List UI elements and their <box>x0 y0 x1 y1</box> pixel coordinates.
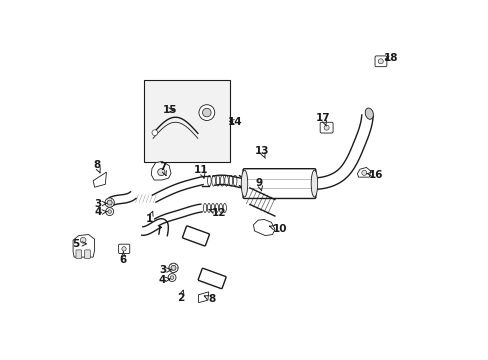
Text: 13: 13 <box>254 145 268 158</box>
Text: 2: 2 <box>177 290 184 303</box>
Polygon shape <box>151 161 171 180</box>
Circle shape <box>168 263 178 273</box>
Polygon shape <box>73 234 94 257</box>
Text: 12: 12 <box>208 208 225 218</box>
Text: 1: 1 <box>145 211 153 224</box>
Circle shape <box>108 210 111 213</box>
Circle shape <box>199 105 214 121</box>
Circle shape <box>80 237 86 243</box>
Text: 3: 3 <box>94 199 107 209</box>
Text: 8: 8 <box>204 294 215 304</box>
Circle shape <box>105 208 113 216</box>
Circle shape <box>122 247 126 251</box>
Circle shape <box>105 198 114 207</box>
Text: 7: 7 <box>159 162 166 176</box>
FancyBboxPatch shape <box>198 268 225 289</box>
Text: 9: 9 <box>256 178 263 191</box>
Text: 4: 4 <box>158 275 170 285</box>
Circle shape <box>107 200 112 205</box>
Bar <box>144 80 230 162</box>
Ellipse shape <box>365 108 373 119</box>
FancyBboxPatch shape <box>182 226 209 246</box>
Ellipse shape <box>310 170 317 197</box>
Circle shape <box>324 125 328 130</box>
FancyBboxPatch shape <box>76 250 81 258</box>
FancyBboxPatch shape <box>243 169 315 198</box>
Circle shape <box>171 265 176 270</box>
FancyBboxPatch shape <box>119 244 129 253</box>
Circle shape <box>202 108 211 117</box>
Polygon shape <box>357 167 370 177</box>
Circle shape <box>168 274 176 282</box>
Text: 5: 5 <box>72 239 86 249</box>
Text: 14: 14 <box>228 117 243 127</box>
Circle shape <box>361 170 366 175</box>
Circle shape <box>158 168 164 176</box>
FancyBboxPatch shape <box>320 122 332 133</box>
Text: 16: 16 <box>366 170 383 180</box>
Text: 6: 6 <box>120 252 127 265</box>
Circle shape <box>152 130 158 135</box>
Text: 8: 8 <box>93 160 100 173</box>
Text: 18: 18 <box>383 53 397 63</box>
Text: 11: 11 <box>194 165 208 178</box>
Text: 4: 4 <box>94 207 107 217</box>
Circle shape <box>378 59 383 64</box>
Text: 15: 15 <box>163 105 177 115</box>
Circle shape <box>170 276 174 279</box>
Text: 3: 3 <box>159 265 172 275</box>
FancyBboxPatch shape <box>84 250 90 258</box>
Text: 10: 10 <box>269 225 286 234</box>
FancyBboxPatch shape <box>374 56 386 67</box>
Polygon shape <box>253 220 274 235</box>
Polygon shape <box>198 292 208 303</box>
Text: 17: 17 <box>315 113 330 126</box>
Ellipse shape <box>241 170 247 197</box>
Polygon shape <box>93 172 106 187</box>
